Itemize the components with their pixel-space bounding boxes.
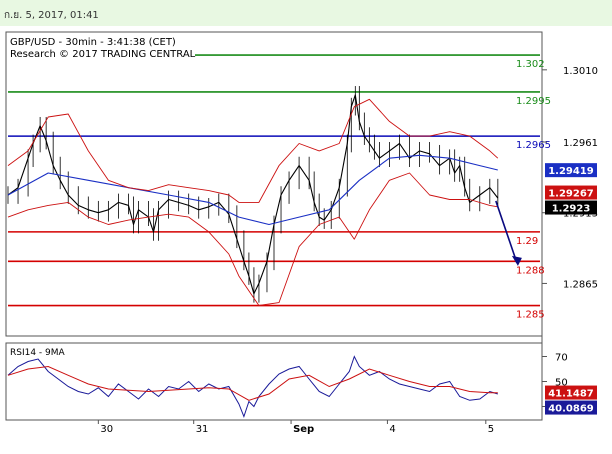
level-label-1.2965: 1.2965 [516, 140, 551, 151]
badge-41.1487 [545, 385, 597, 400]
badge-1.2923 [545, 200, 597, 215]
y-tick-label: 1.2961 [563, 138, 598, 149]
badge-1.29419 [545, 163, 597, 178]
badge-label: 1.2923 [552, 204, 591, 215]
x-tick-label: 4 [389, 424, 395, 435]
x-tick-label: 30 [100, 424, 113, 435]
forecast-arrow-shaft [495, 200, 518, 264]
top-banner [0, 0, 612, 26]
badge-label: 41.1487 [548, 389, 594, 400]
rsi-panel [5, 342, 543, 421]
level-label-1.285: 1.285 [516, 310, 545, 321]
x-tick-label: 31 [196, 424, 209, 435]
rsi-title: RSI14 - 9MA [10, 348, 66, 358]
series-bollinger-upper [7, 98, 499, 203]
forecast-arrow-head [511, 255, 522, 266]
series-rsi-ma [7, 365, 498, 401]
price-panel [5, 31, 543, 337]
badge-label: 1.29267 [548, 189, 594, 200]
level-label-1.302: 1.302 [516, 59, 545, 70]
rsi-tick-label: 50 [555, 378, 568, 389]
badge-40.0869 [545, 400, 597, 415]
x-tick-label: Sep [293, 424, 314, 435]
rsi-tick-label: 70 [555, 353, 568, 364]
value-badges: 1.29419 1.29267 1.2923 41.1487 40.0869 [545, 163, 597, 415]
badge-1.29267 [545, 185, 597, 200]
series-bollinger-lower [7, 172, 498, 306]
rsi-lines [7, 355, 498, 418]
series-moving-average [7, 154, 498, 226]
y-tick-label: 1.2865 [563, 279, 598, 290]
chart-header-line1: GBP/USD - 30min - 3:41:38 (CET) [10, 37, 176, 48]
y-tick-label: 1.3010 [563, 66, 598, 77]
chart-header-line2: Research © 2017 TRADING CENTRAL [10, 49, 196, 60]
level-label-1.2995: 1.2995 [516, 96, 551, 107]
level-label-1.29: 1.29 [516, 236, 538, 247]
series-rsi [7, 355, 498, 418]
series-lines [7, 86, 522, 306]
badge-label: 40.0869 [548, 404, 594, 415]
level-label-1.288: 1.288 [516, 265, 545, 276]
badge-label: 1.29419 [548, 166, 594, 177]
banner-datetime: ก.ย. 5, 2017, 01:41 [4, 10, 99, 21]
x-tick-label: 5 [488, 424, 494, 435]
